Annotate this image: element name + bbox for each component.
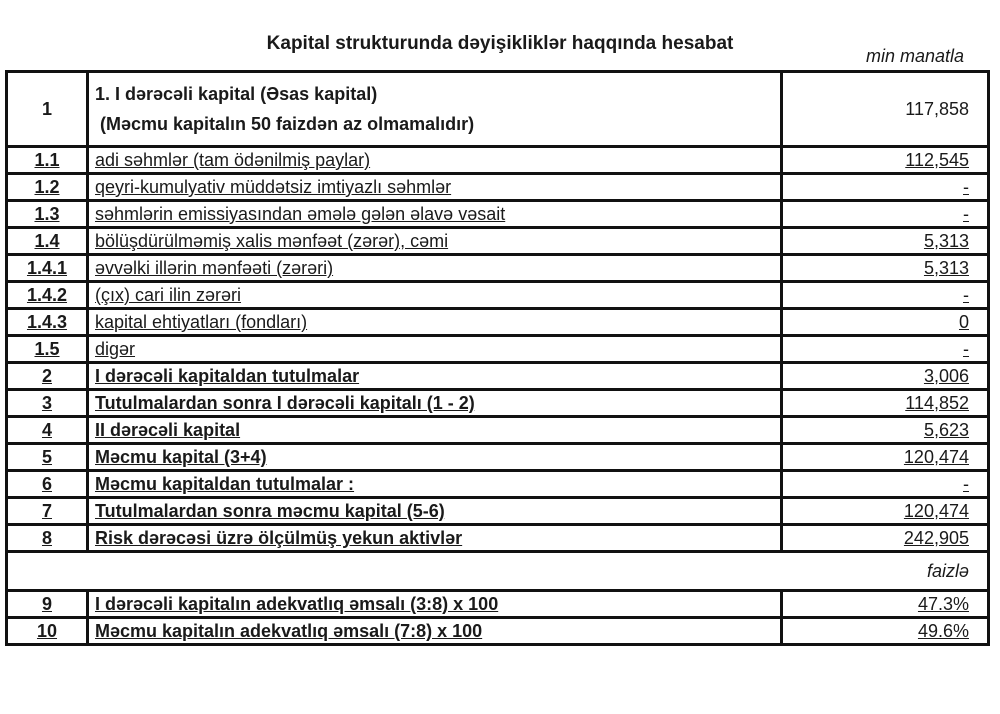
table-row: 5 Məcmu kapital (3+4) 120,474 [5,442,990,472]
table-row: 6 Məcmu kapitaldan tutulmalar :- [5,469,990,499]
row-label: səhmlərin emissiyasından əmələ gələn əla… [86,199,783,229]
table-row: 4 II dərəcəli kapital 5,623 [5,415,990,445]
row-value: 117,858 [780,70,990,148]
row-label: əvvəlki illərin mənfəəti (zərəri) [86,253,783,283]
row-value: - [780,334,990,364]
row-value: 120,474 [780,442,990,472]
row-number: 1.4 [5,226,89,256]
row-label-line: (Məcmu kapitalın 50 faizdən az olmamalıd… [95,114,475,134]
row-value: 5,313 [780,253,990,283]
row-value: 114,852 [780,388,990,418]
row-number: 3 [5,388,89,418]
row-label: bölüşdürülməmiş xalis mənfəət (zərər), c… [86,226,783,256]
row-number: 1.4.3 [5,307,89,337]
row-number: 6 [5,469,89,499]
percent-unit-row: faizlə [5,550,990,592]
table-row: 1.3 səhmlərin emissiyasından əmələ gələn … [5,199,990,229]
row-value: 0 [780,307,990,337]
row-number: 4 [5,415,89,445]
row-number: 1.4.1 [5,253,89,283]
row-label: I dərəcəli kapitalın adekvatlıq əmsalı (… [86,589,783,619]
row-number: 1.1 [5,145,89,175]
row-number: 8 [5,523,89,553]
row-label: I dərəcəli kapitaldan tutulmalar [86,361,783,391]
row-number: 10 [5,616,89,646]
row-label: (çıx) cari ilin zərəri [86,280,783,310]
table-row: 1.5 digər - [5,334,990,364]
row-label: Tutulmalardan sonra I dərəcəli kapitalı … [86,388,783,418]
row-label: 1. I dərəcəli kapital (Əsas kapital) (Mə… [86,70,783,148]
row-number: 1 [5,70,89,148]
capital-table: 1 1. I dərəcəli kapital (Əsas kapital) (M… [5,70,990,646]
row-number: 9 [5,589,89,619]
row-number: 5 [5,442,89,472]
table-row: 1.4.1 əvvəlki illərin mənfəəti (zərəri) 5,… [5,253,990,283]
row-number: 1.2 [5,172,89,202]
row-value: - [780,199,990,229]
row-value: - [780,172,990,202]
row-label: Məcmu kapital (3+4) [86,442,783,472]
row-value: 120,474 [780,496,990,526]
table-row: 1 1. I dərəcəli kapital (Əsas kapital) (M… [5,70,990,148]
table-row: 8 Risk dərəcəsi üzrə ölçülmüş yekun aktiv… [5,523,990,553]
row-number: 1.5 [5,334,89,364]
row-label: Məcmu kapitalın adekvatlıq əmsalı (7:8) … [86,616,783,646]
table-row: 1.4.3 kapital ehtiyatları (fondları) 0 [5,307,990,337]
row-value: - [780,280,990,310]
row-number: 1.3 [5,199,89,229]
row-label: digər [86,334,783,364]
row-label-line: 1. I dərəcəli kapital (Əsas kapital) [95,84,378,104]
row-value: 5,313 [780,226,990,256]
table-row: 3 Tutulmalardan sonra I dərəcəli kapitalı… [5,388,990,418]
row-label: Risk dərəcəsi üzrə ölçülmüş yekun aktivl… [86,523,783,553]
percent-unit-label: faizlə [5,550,990,592]
row-label: adi səhmlər (tam ödənilmiş paylar) [86,145,783,175]
table-row: 1.4.2 (çıx) cari ilin zərəri - [5,280,990,310]
row-label: Tutulmalardan sonra məcmu kapital (5-6) [86,496,783,526]
row-value: 242,905 [780,523,990,553]
row-label: II dərəcəli kapital [86,415,783,445]
row-value: 112,545 [780,145,990,175]
report-title: Kapital strukturunda dəyişikliklər haqqı… [266,33,734,54]
table-row: 1.2 qeyri-kumulyativ müddətsiz imtiyazlı … [5,172,990,202]
row-value: 47.3% [780,589,990,619]
row-value: 5,623 [780,415,990,445]
unit-label: min manatla [865,46,964,66]
row-number: 1.4.2 [5,280,89,310]
row-value: 3,006 [780,361,990,391]
row-number: 2 [5,361,89,391]
row-label: kapital ehtiyatları (fondları) [86,307,783,337]
row-value: - [780,469,990,499]
row-label: Məcmu kapitaldan tutulmalar : [86,469,783,499]
table-row: 1.1 adi səhmlər (tam ödənilmiş paylar) 112… [5,145,990,175]
row-label: qeyri-kumulyativ müddətsiz imtiyazlı səh… [86,172,783,202]
row-value: 49.6% [780,616,990,646]
table-row: 1.4 bölüşdürülməmiş xalis mənfəət (zərər)… [5,226,990,256]
row-number: 7 [5,496,89,526]
table-row: 7 Tutulmalardan sonra məcmu kapital (5-6)… [5,496,990,526]
ratio-row: 10 Məcmu kapitalın adekvatlıq əmsalı (7:8… [5,616,990,646]
